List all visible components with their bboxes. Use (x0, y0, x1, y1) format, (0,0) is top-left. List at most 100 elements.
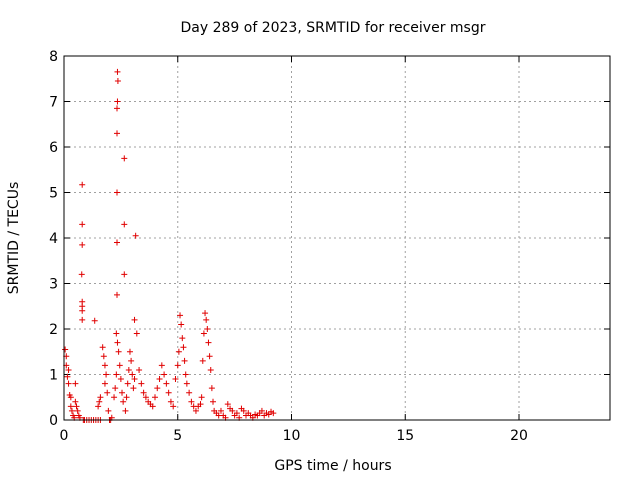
data-point (103, 371, 110, 378)
data-point (101, 362, 108, 369)
data-point (125, 366, 132, 373)
y-axis-label: SRMTID / TECUs (6, 182, 22, 295)
data-point (156, 376, 163, 383)
data-point (72, 380, 79, 387)
data-point (114, 239, 121, 246)
data-point (258, 407, 265, 414)
data-point (152, 394, 158, 401)
x-tick-label: 20 (510, 428, 528, 444)
data-point (99, 344, 106, 351)
data-point (205, 339, 212, 346)
data-point (175, 348, 182, 355)
y-tick-label: 8 (49, 49, 58, 65)
data-point (115, 348, 122, 355)
data-point (112, 385, 119, 392)
data-point (120, 398, 127, 405)
data-point (172, 376, 179, 383)
data-point (233, 410, 240, 417)
data-point (200, 330, 207, 337)
data-point (154, 385, 161, 392)
data-point (74, 407, 81, 414)
data-point (101, 380, 108, 387)
data-point (72, 398, 79, 405)
y-tick-label: 5 (49, 186, 58, 202)
data-point (179, 335, 186, 342)
data-point (79, 221, 86, 228)
data-point (161, 371, 168, 378)
x-tick-label: 10 (283, 428, 301, 444)
data-point (181, 357, 188, 364)
data-point (95, 403, 102, 410)
data-point (123, 394, 130, 401)
data-point (183, 380, 190, 387)
data-point (124, 380, 131, 387)
data-point (114, 291, 121, 298)
data-point (170, 403, 177, 410)
data-point (178, 321, 185, 328)
data-point (105, 407, 112, 414)
data-point (121, 155, 128, 162)
data-point (140, 389, 147, 396)
data-point (165, 389, 172, 396)
data-point (208, 385, 215, 392)
data-point (78, 271, 85, 278)
data-point (100, 353, 107, 360)
data-point (207, 366, 214, 373)
data-point (114, 78, 121, 85)
data-point (79, 241, 86, 248)
data-point (91, 317, 98, 324)
data-point (198, 394, 205, 401)
plot-border (63, 55, 611, 421)
data-point (270, 410, 277, 417)
data-point (138, 380, 145, 387)
data-point (192, 407, 199, 414)
data-point (73, 403, 80, 410)
data-point (79, 181, 86, 188)
data-point (119, 389, 126, 396)
data-point (174, 362, 181, 369)
data-point (114, 105, 121, 112)
x-tick-label: 5 (173, 428, 182, 444)
y-tick-label: 7 (49, 95, 58, 111)
grid-lines (64, 56, 610, 420)
data-point (136, 366, 143, 373)
data-point (67, 394, 74, 401)
data-point (96, 398, 103, 405)
x-tick-label: 15 (396, 428, 414, 444)
data-point (203, 316, 210, 323)
x-axis-label: GPS time / hours (274, 458, 391, 474)
data-point (104, 389, 111, 396)
data-point (116, 362, 123, 369)
data-point (199, 357, 206, 364)
data-point (131, 376, 138, 383)
data-point (68, 407, 75, 414)
data-point (117, 376, 124, 383)
data-point (113, 371, 120, 378)
data-points (62, 68, 277, 423)
y-tick-label: 0 (49, 413, 58, 429)
data-point (79, 316, 86, 323)
data-point (240, 407, 247, 414)
data-point (126, 348, 133, 355)
data-point (122, 407, 129, 414)
y-tick-label: 4 (49, 231, 58, 247)
y-tick-label: 2 (49, 322, 58, 338)
data-point (111, 394, 118, 401)
data-point (204, 326, 211, 332)
data-point (206, 353, 213, 360)
data-point (114, 189, 121, 196)
data-point (131, 316, 138, 323)
data-point (128, 357, 135, 364)
data-point (182, 371, 189, 378)
data-point (224, 401, 231, 408)
data-point (97, 394, 104, 401)
x-tick-label: 0 (60, 428, 69, 444)
data-point (114, 68, 121, 75)
data-point (217, 407, 224, 414)
data-point (180, 344, 187, 351)
data-point (65, 366, 72, 373)
data-point (202, 310, 209, 317)
data-point (132, 232, 139, 239)
data-point (114, 130, 121, 137)
